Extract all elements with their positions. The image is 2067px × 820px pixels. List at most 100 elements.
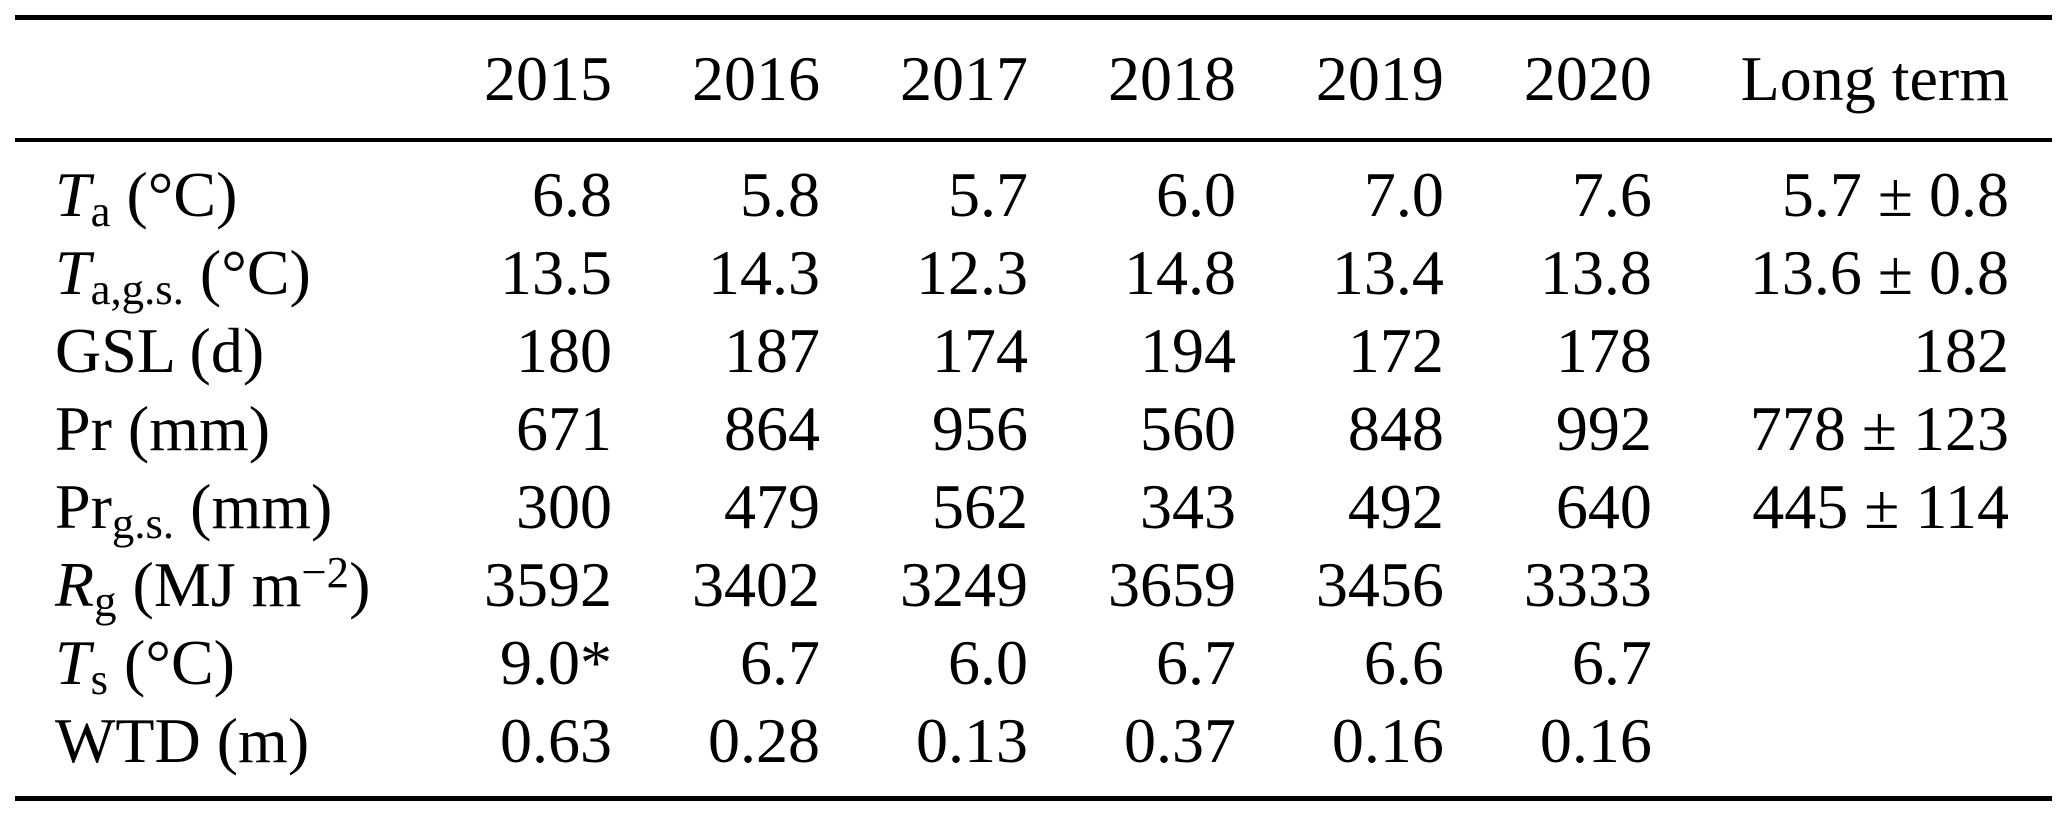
table-row-pr-gs: Prg.s. (mm) 300 479 562 343 492 640 445 ± 114 [15,468,2052,546]
cell-ta-gs-2017: 12.3 [915,237,1028,308]
cell-pr-gs-2015: 300 [516,471,613,542]
cell-rg-2016: 3402 [692,549,820,620]
label-part-n: GSL (d) [55,315,265,386]
table-row-pr: Pr (mm) 671 864 956 560 848 992 778 ± 123 [15,390,2052,468]
label-part-n: (°C) [108,627,235,698]
label-part-i: T [55,159,91,230]
label-part-n: (°C) [110,159,238,230]
row-label-rg: Rg (MJ m−2) [15,546,404,624]
label-part-sup: −2 [301,547,350,598]
table-row-rg: Rg (MJ m−2) 3592 3402 3249 3659 3456 3333 [15,546,2052,624]
cell-pr-2018: 560 [1139,393,1236,464]
cell-ta-gs-2020: 13.8 [1539,237,1652,308]
cell-ts-2015: 9.0* [500,627,613,698]
label-part-sub: g [94,575,117,626]
cell-pr-gs-2016: 479 [724,471,820,542]
label-part-n: ) [349,549,371,620]
cell-pr-gs-2017: 562 [931,471,1028,542]
cell-ta-2018: 6.0 [1155,159,1236,230]
cell-wtd-2016: 0.28 [708,705,820,776]
cell-ta-gs-2019: 13.4 [1331,237,1444,308]
label-part-i: T [55,237,91,308]
row-label-ta-gs: Ta,g.s. (°C) [15,234,404,312]
label-part-sub: s [90,653,109,704]
table-row-wtd: WTD (m) 0.63 0.28 0.13 0.37 0.16 0.16 [15,702,2052,799]
cell-gsl-2017: 174 [931,315,1028,386]
cell-rg-2017: 3249 [899,549,1028,620]
cell-wtd-long-term [1652,702,2052,799]
cell-rg-2020: 3333 [1523,549,1652,620]
paper-table-page: 2015 2016 2017 2018 2019 2020 Long term Ta (°C… [15,15,2052,801]
label-part-sub: a,g.s. [90,263,184,314]
label-part-sub: g.s. [111,497,175,548]
label-part-n: Pr (mm) [55,393,271,464]
cell-pr-long-term: 778 ± 123 [1749,393,2009,464]
cell-gsl-2019: 172 [1347,315,1444,386]
cell-wtd-2017: 0.13 [915,705,1028,776]
climate-table: 2015 2016 2017 2018 2019 2020 Long term Ta (°C… [15,15,2052,801]
row-label-ts: Ts (°C) [15,624,404,702]
cell-ta-gs-long-term: 13.6 ± 0.8 [1749,237,2009,308]
column-header-2016: 2016 [612,17,820,142]
cell-rg-2015: 3592 [484,549,613,620]
cell-rg-long-term [1652,546,2052,624]
row-label-pr-gs: Prg.s. (mm) [15,468,404,546]
row-label-gsl: GSL (d) [15,312,404,390]
table-body: Ta (°C) 6.8 5.8 5.7 6.0 7.0 7.6 5.7 ± 0.8 Ta,g.s… [15,140,2052,799]
cell-gsl-2015: 180 [516,315,613,386]
label-part-n: (°C) [183,237,311,308]
cell-pr-2015: 671 [516,393,613,464]
column-header-2018: 2018 [1027,17,1236,142]
cell-ts-2019: 6.6 [1363,627,1444,698]
cell-ta-gs-2016: 14.3 [708,237,820,308]
label-part-sub: a [90,185,111,236]
cell-rg-2019: 3456 [1315,549,1444,620]
label-part-i: T [55,627,91,698]
row-label-pr: Pr (mm) [15,390,404,468]
cell-pr-2016: 864 [724,393,820,464]
cell-ta-gs-2018: 14.8 [1123,237,1236,308]
table-row-ta-gs: Ta,g.s. (°C) 13.5 14.3 12.3 14.8 13.4 13.8 13.6… [15,234,2052,312]
cell-ts-2016: 6.7 [740,627,820,698]
cell-wtd-2015: 0.63 [500,705,613,776]
corner-cell [15,17,405,142]
cell-gsl-2016: 187 [724,315,820,386]
cell-ta-2015: 6.8 [532,159,613,230]
header-row: 2015 2016 2017 2018 2019 2020 Long term [15,17,2052,142]
cell-ts-2018: 6.7 [1155,627,1236,698]
table-row-gsl: GSL (d) 180 187 174 194 172 178 182 [15,312,2052,390]
cell-pr-2020: 992 [1555,393,1652,464]
table-row-ta: Ta (°C) 6.8 5.8 5.7 6.0 7.0 7.6 5.7 ± 0.8 [15,140,2052,234]
row-label-ta: Ta (°C) [15,140,404,234]
cell-pr-2017: 956 [931,393,1028,464]
column-header-long-term: Long term [1651,17,2052,142]
cell-gsl-long-term: 182 [1913,315,2009,386]
label-part-n: WTD (m) [55,705,310,776]
cell-wtd-2020: 0.16 [1539,705,1652,776]
cell-wtd-2019: 0.16 [1331,705,1444,776]
column-header-2019: 2019 [1235,17,1444,142]
column-header-2017: 2017 [820,17,1028,142]
cell-ta-gs-2015: 13.5 [500,237,613,308]
cell-ts-long-term [1652,624,2052,702]
cell-ta-long-term: 5.7 ± 0.8 [1781,159,2009,230]
row-label-wtd: WTD (m) [15,702,404,799]
label-part-n: Pr [55,471,112,542]
label-part-i: R [55,549,95,620]
cell-ta-2020: 7.6 [1571,159,1652,230]
table-header: 2015 2016 2017 2018 2019 2020 Long term [15,17,2052,142]
label-part-n: (MJ m [116,549,302,620]
cell-wtd-2018: 0.37 [1123,705,1236,776]
cell-gsl-2020: 178 [1555,315,1652,386]
cell-rg-2018: 3659 [1107,549,1236,620]
cell-pr-2019: 848 [1347,393,1444,464]
column-header-2020: 2020 [1443,17,1652,142]
cell-ta-2016: 5.8 [740,159,820,230]
table-row-ts: Ts (°C) 9.0* 6.7 6.0 6.7 6.6 6.7 [15,624,2052,702]
cell-ta-2017: 5.7 [947,159,1028,230]
cell-pr-gs-2018: 343 [1139,471,1236,542]
column-header-2015: 2015 [404,17,613,142]
cell-ta-2019: 7.0 [1363,159,1444,230]
cell-pr-gs-2019: 492 [1347,471,1444,542]
cell-pr-gs-2020: 640 [1555,471,1652,542]
